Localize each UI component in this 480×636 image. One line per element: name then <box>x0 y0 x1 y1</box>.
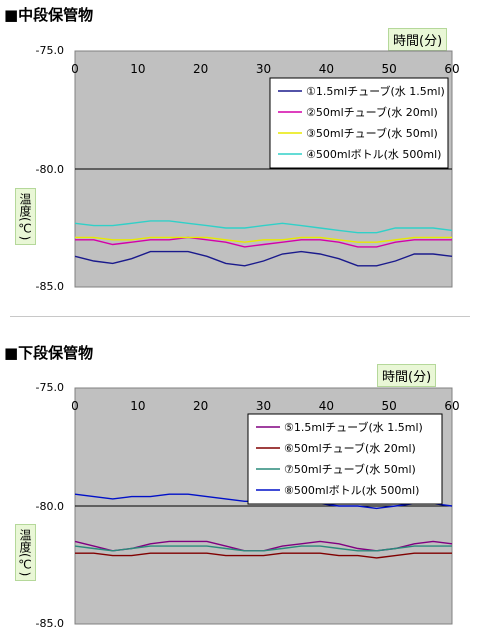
ytick-mid-2: -80.0 <box>35 500 64 513</box>
ytick-top-2: -75.0 <box>35 381 64 394</box>
section-divider <box>10 316 470 317</box>
chart-middle: 0 10 20 30 40 50 60 ①1.5mlチューブ(水 1.5ml) ②50mlチュー… <box>71 50 460 288</box>
xtick-label: 60 <box>444 62 459 76</box>
x-axis-label-1: 時間(分) <box>388 28 448 51</box>
xtick-label: 20 <box>193 62 208 76</box>
series-line-4 <box>74 220 453 234</box>
xtick-label: 50 <box>382 399 397 413</box>
legend-label: ⑧500mlボトル(水 500ml) <box>284 484 419 497</box>
ytick-top-1: -75.0 <box>35 44 64 57</box>
xtick-label: 40 <box>319 399 334 413</box>
x-axis-label-2: 時間(分) <box>377 364 437 387</box>
legend-box-0 <box>269 77 449 169</box>
series-line-3 <box>75 236 452 243</box>
legend-label: ⑥50mlチューブ(水 20ml) <box>284 441 416 455</box>
chart-title-middle: ■中段保管物 <box>4 6 94 24</box>
legend-label: ②50mlチューブ(水 20ml) <box>306 105 438 119</box>
xtick-label: 10 <box>130 62 145 76</box>
legend-label: ①1.5mlチューブ(水 1.5ml) <box>306 84 445 98</box>
xtick-label: 20 <box>193 399 208 413</box>
xtick-label: 60 <box>444 399 459 413</box>
legend-label: ③50mlチューブ(水 50ml) <box>306 126 438 140</box>
series-line-1 <box>74 250 453 267</box>
xtick-label: 30 <box>256 62 271 76</box>
xtick-label: 50 <box>382 62 397 76</box>
xtick-label: 30 <box>256 399 271 413</box>
legend-label: ④500mlボトル(水 500ml) <box>306 148 441 161</box>
y-axis-label-1: 温度(℃) <box>15 188 36 246</box>
chart-title-lower: ■下段保管物 <box>4 344 94 362</box>
series-line-2 <box>75 552 452 559</box>
xtick-label: 0 <box>71 399 79 413</box>
series-line-2 <box>75 236 452 248</box>
xtick-label: 0 <box>71 62 79 76</box>
xtick-label: 10 <box>130 399 145 413</box>
legend-label: ⑦50mlチューブ(水 50ml) <box>284 462 416 476</box>
legend-label: ⑤1.5mlチューブ(水 1.5ml) <box>284 420 423 434</box>
xtick-label: 40 <box>319 62 334 76</box>
ytick-mid-1: -80.0 <box>35 163 64 176</box>
ytick-bottom-2: -85.0 <box>35 617 64 630</box>
series-line-3 <box>74 545 452 552</box>
legend-box-1 <box>247 413 443 505</box>
y-axis-label-2: 温度(℃) <box>15 524 36 582</box>
ytick-bottom-1: -85.0 <box>35 280 64 293</box>
